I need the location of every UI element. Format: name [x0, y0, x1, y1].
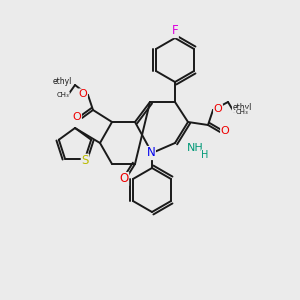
- Text: ethyl: ethyl: [52, 77, 72, 86]
- Text: F: F: [172, 25, 178, 38]
- Text: O: O: [73, 112, 81, 122]
- Text: N: N: [147, 146, 155, 160]
- Text: O: O: [79, 89, 87, 99]
- Text: H: H: [201, 150, 209, 160]
- Text: O: O: [220, 126, 230, 136]
- Text: S: S: [81, 154, 89, 167]
- Text: NH: NH: [187, 143, 203, 153]
- Text: O: O: [214, 104, 222, 114]
- Text: O: O: [119, 172, 129, 185]
- Text: ethyl: ethyl: [232, 103, 252, 112]
- Text: CH₃: CH₃: [57, 92, 69, 98]
- Text: CH₃: CH₃: [236, 109, 248, 115]
